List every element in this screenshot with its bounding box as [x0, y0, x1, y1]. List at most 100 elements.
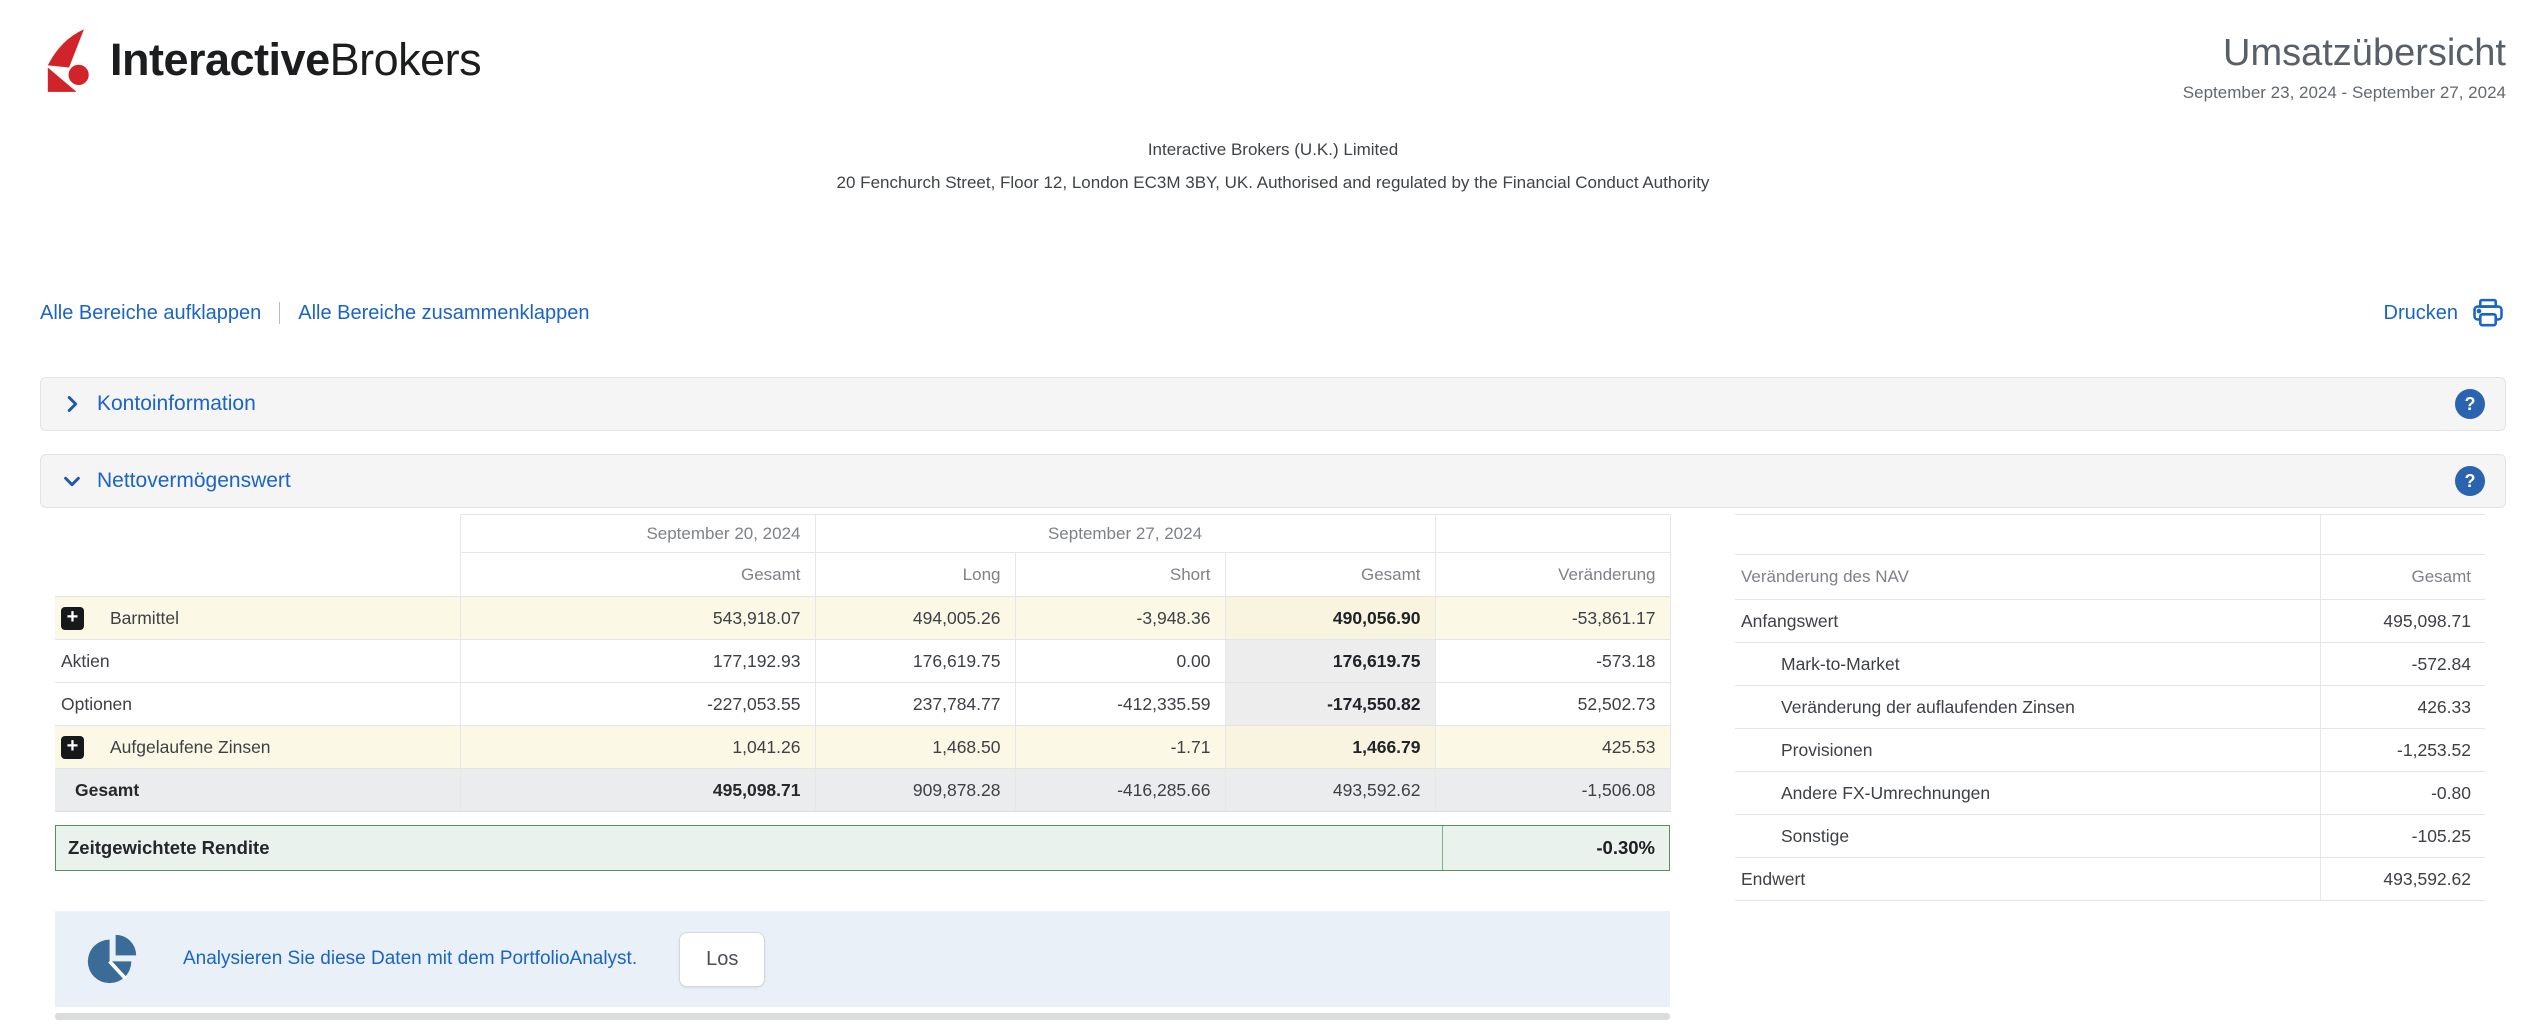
company-name: Interactive Brokers (U.K.) Limited — [1147, 140, 1399, 159]
row-label: Aufgelaufene Zinsen — [110, 736, 271, 757]
row-value: 493,592.62 — [2320, 857, 2485, 902]
date-prev-header: September 20, 2024 — [459, 514, 816, 554]
cell-long: 176,619.75 — [815, 639, 1016, 684]
table-row-mark-to-market: Mark-to-Market -572.84 — [1735, 642, 2485, 687]
help-icon-kontoinformation[interactable] — [2455, 389, 2485, 420]
col-header-gesamt-prev: Gesamt — [459, 552, 816, 598]
report-header: Umsatzübersicht September 23, 2024 - Sep… — [2183, 26, 2506, 103]
logo-word-brokers: Brokers — [329, 34, 482, 85]
printer-icon — [2473, 299, 2503, 327]
ibkr-logo-text: InteractiveBrokers — [110, 34, 482, 86]
cell-long: 237,784.77 — [815, 682, 1016, 727]
page-title: Umsatzübersicht — [2223, 32, 2506, 74]
cell-short: -416,285.66 — [1015, 768, 1226, 813]
twr-value: -0.30% — [1442, 826, 1669, 871]
report-period: September 23, 2024 - September 27, 2024 — [2182, 83, 2506, 102]
cell-total: 490,056.90 — [1225, 596, 1436, 641]
expand-plus-icon[interactable] — [61, 735, 84, 759]
date-curr-header: September 27, 2024 — [815, 514, 1436, 554]
portfolioanalyst-banner: Analysieren Sie diese Daten mit dem Port… — [55, 911, 1670, 1008]
row-value: -105.25 — [2320, 814, 2485, 859]
page-header: InteractiveBrokers Umsatzübersicht Septe… — [40, 0, 2506, 103]
header-empty-cell — [55, 552, 460, 598]
cell-total: 493,592.62 — [1225, 768, 1436, 813]
row-label: Andere FX-Umrechnungen — [1735, 771, 2321, 816]
cell-prev-total: 495,098.71 — [459, 768, 816, 813]
nav-table: September 20, 2024 September 27, 2024 Ge… — [55, 514, 1671, 813]
row-label: Provisionen — [1735, 728, 2321, 773]
logo-word-interactive: Interactive — [110, 34, 330, 85]
cell-prev-total: 177,192.93 — [459, 639, 816, 684]
section-kontoinformation-title: Kontoinformation — [97, 392, 256, 416]
company-address: 20 Fenchurch Street, Floor 12, London EC… — [836, 173, 1710, 193]
row-label: Mark-to-Market — [1735, 642, 2321, 687]
print-button[interactable]: Drucken — [2384, 297, 2506, 329]
table-row-gesamt-footer: Gesamt 495,098.71 909,878.28 -416,285.66… — [55, 768, 1671, 813]
cell-short: -3,948.36 — [1015, 596, 1226, 641]
nav-section-content: September 20, 2024 September 27, 2024 Ge… — [40, 514, 2506, 1021]
spacer-cell — [1735, 514, 2321, 556]
cell-short: -412,335.59 — [1015, 682, 1226, 727]
row-label: Barmittel — [110, 607, 180, 628]
expand-all-link[interactable]: Alle Bereiche aufklappen — [40, 301, 262, 324]
los-button[interactable]: Los — [679, 931, 766, 987]
section-nettovermoegenswert-title: Nettovermögenswert — [97, 469, 291, 493]
col-header-long: Long — [815, 552, 1016, 598]
table-row-fx-umrechnungen: Andere FX-Umrechnungen -0.80 — [1735, 771, 2485, 816]
portfolioanalyst-link[interactable]: Analysieren Sie diese Daten mit dem Port… — [183, 948, 638, 970]
date-row-empty-cell — [1435, 514, 1671, 554]
row-label: Anfangswert — [1735, 599, 2321, 644]
cell-prev-total: -227,053.55 — [459, 682, 816, 727]
row-value: -1,253.52 — [2320, 728, 2485, 773]
col-header-short: Short — [1015, 552, 1226, 598]
chevron-down-icon — [61, 470, 83, 492]
cell-prev-total: 1,041.26 — [459, 725, 816, 770]
table-row-aufgelaufene-zinsen: Aufgelaufene Zinsen 1,041.26 1,468.50 -1… — [55, 725, 1671, 770]
footer-label: Gesamt — [55, 768, 460, 813]
cell-change: -53,861.17 — [1435, 596, 1671, 641]
table-row — [1735, 514, 2485, 556]
help-icon-nettovermoegenswert[interactable] — [2455, 466, 2485, 497]
nav-change-title: Veränderung des NAV — [1735, 554, 2321, 601]
cell-change: 52,502.73 — [1435, 682, 1671, 727]
cell-short: -1.71 — [1015, 725, 1226, 770]
cell-total: 176,619.75 — [1225, 639, 1436, 684]
row-label: Veränderung der auflaufenden Zinsen — [1735, 685, 2321, 730]
section-nettovermoegenswert[interactable]: Nettovermögenswert — [40, 454, 2506, 509]
cell-long: 909,878.28 — [815, 768, 1016, 813]
expand-collapse-links: Alle Bereiche aufklappen Alle Bereiche z… — [40, 302, 590, 325]
row-value: -0.80 — [2320, 771, 2485, 816]
table-row-barmittel: Barmittel 543,918.07 494,005.26 -3,948.3… — [55, 596, 1671, 641]
nav-change-table: Veränderung des NAV Gesamt Anfangswert 4… — [1735, 514, 2485, 902]
table-row: September 20, 2024 September 27, 2024 — [55, 514, 1671, 554]
link-divider — [279, 302, 281, 325]
cell-short: 0.00 — [1015, 639, 1226, 684]
row-label: Optionen — [55, 682, 460, 727]
pie-chart-icon — [87, 935, 137, 984]
table-row-sonstige: Sonstige -105.25 — [1735, 814, 2485, 859]
collapse-all-link[interactable]: Alle Bereiche zusammenklappen — [298, 301, 590, 324]
table-row-aktien: Aktien 177,192.93 176,619.75 0.00 176,61… — [55, 639, 1671, 684]
table-row-anfangswert: Anfangswert 495,098.71 — [1735, 599, 2485, 644]
table-row: Veränderung des NAV Gesamt — [1735, 554, 2485, 601]
col-header-gesamt: Gesamt — [1225, 552, 1436, 598]
cell-long: 494,005.26 — [815, 596, 1016, 641]
cell-long: 1,468.50 — [815, 725, 1016, 770]
nav-change-column: Veränderung des NAV Gesamt Anfangswert 4… — [1735, 514, 2485, 902]
company-info: Interactive Brokers (U.K.) Limited 20 Fe… — [40, 133, 2506, 199]
cell-total: -174,550.82 — [1225, 682, 1436, 727]
cell-total: 1,466.79 — [1225, 725, 1436, 770]
ibkr-logo: InteractiveBrokers — [40, 26, 482, 94]
nav-table-column: September 20, 2024 September 27, 2024 Ge… — [55, 514, 1671, 1021]
row-label-cell: Aufgelaufene Zinsen — [55, 725, 460, 770]
row-label-cell: Barmittel — [55, 596, 460, 641]
expand-plus-icon[interactable] — [61, 606, 84, 630]
spacer-cell — [2320, 514, 2485, 556]
row-value: 426.33 — [2320, 685, 2485, 730]
row-label: Endwert — [1735, 857, 2321, 902]
corner-cell — [55, 515, 460, 553]
section-kontoinformation[interactable]: Kontoinformation — [40, 377, 2506, 432]
row-label: Aktien — [55, 639, 460, 684]
banner-bottom-shadow — [55, 1013, 1670, 1021]
